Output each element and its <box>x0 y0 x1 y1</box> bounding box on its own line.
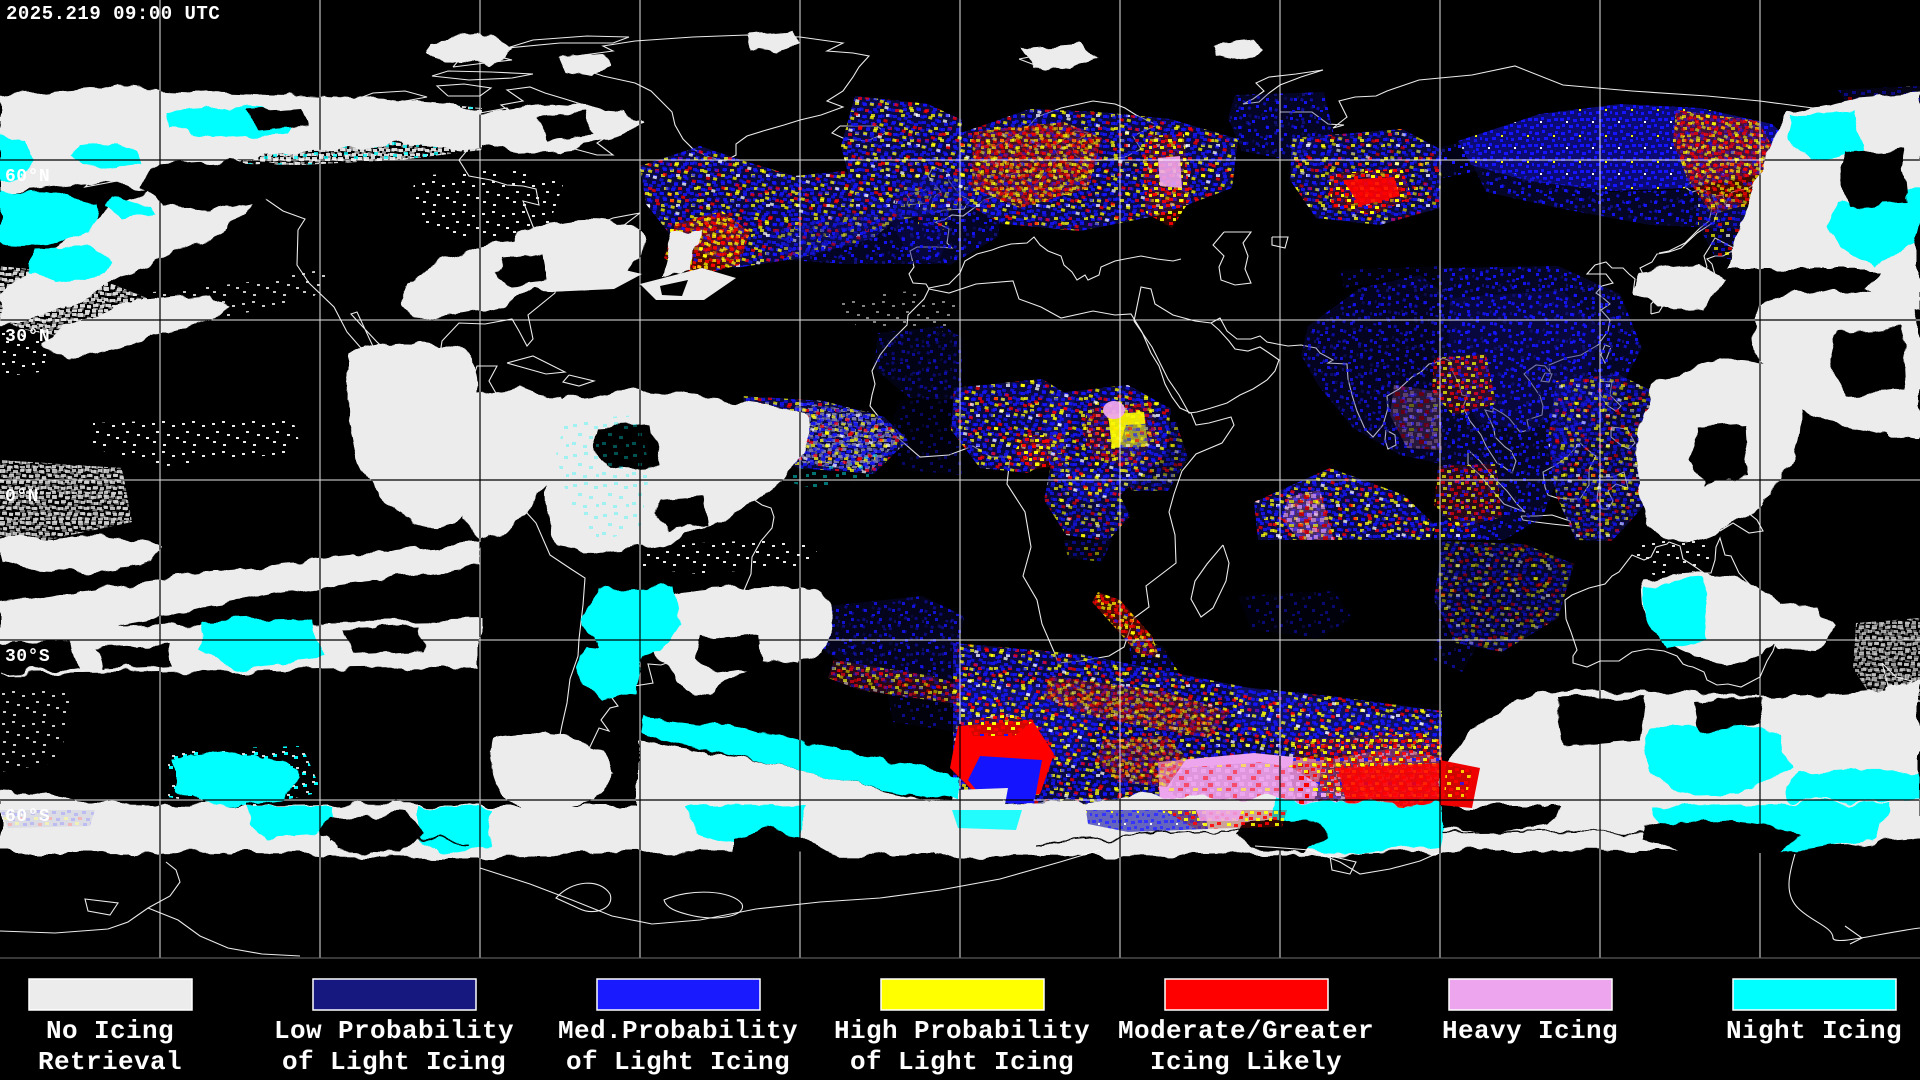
svg-text:Med.Probability: Med.Probability <box>558 1016 798 1046</box>
svg-text:Retrieval: Retrieval <box>38 1047 182 1077</box>
svg-text:of Light Icing: of Light Icing <box>282 1047 506 1077</box>
svg-text:0°N: 0°N <box>5 487 39 507</box>
svg-text:Night Icing: Night Icing <box>1726 1016 1902 1046</box>
svg-text:Moderate/Greater: Moderate/Greater <box>1118 1016 1374 1046</box>
svg-text:of Light Icing: of Light Icing <box>850 1047 1074 1077</box>
svg-text:30°S: 30°S <box>5 647 50 667</box>
svg-text:Icing Likely: Icing Likely <box>1150 1047 1342 1077</box>
svg-text:60°S: 60°S <box>5 807 50 827</box>
svg-text:Heavy Icing: Heavy Icing <box>1442 1016 1618 1046</box>
svg-text:2025.219 09:00 UTC: 2025.219 09:00 UTC <box>6 3 220 25</box>
svg-text:60°N: 60°N <box>5 167 50 187</box>
svg-text:High Probability: High Probability <box>834 1016 1090 1046</box>
svg-text:Low Probability: Low Probability <box>274 1016 514 1046</box>
svg-text:of Light Icing: of Light Icing <box>566 1047 790 1077</box>
svg-text:No Icing: No Icing <box>46 1016 174 1046</box>
svg-text:30°N: 30°N <box>5 327 50 347</box>
